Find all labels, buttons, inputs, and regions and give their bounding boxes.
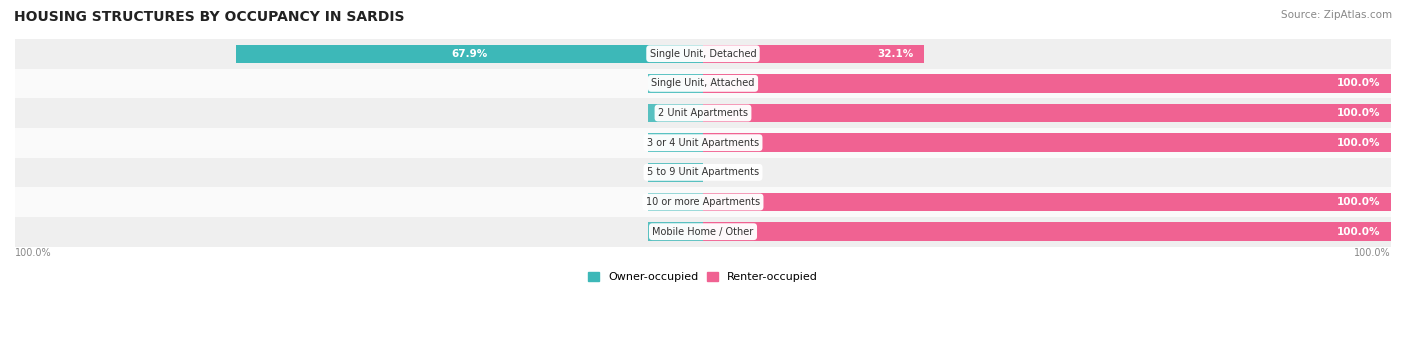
Bar [15, 217, 1391, 247]
Bar [648, 104, 703, 122]
Text: 0.0%: 0.0% [668, 138, 693, 148]
Bar [648, 74, 703, 92]
Text: Source: ZipAtlas.com: Source: ZipAtlas.com [1281, 10, 1392, 20]
Text: 100.0%: 100.0% [1354, 248, 1391, 258]
Bar [703, 104, 1391, 122]
Bar [703, 133, 1391, 152]
Text: 100.0%: 100.0% [15, 248, 52, 258]
Text: 100.0%: 100.0% [1337, 138, 1381, 148]
Bar [648, 222, 703, 241]
Text: HOUSING STRUCTURES BY OCCUPANCY IN SARDIS: HOUSING STRUCTURES BY OCCUPANCY IN SARDI… [14, 10, 405, 24]
Bar [648, 193, 703, 211]
Text: 0.0%: 0.0% [668, 167, 693, 177]
Bar [703, 74, 1391, 92]
Bar [236, 45, 703, 63]
Text: 100.0%: 100.0% [1337, 227, 1381, 237]
Text: 100.0%: 100.0% [1337, 108, 1381, 118]
Text: 0.0%: 0.0% [668, 108, 693, 118]
Text: 0.0%: 0.0% [713, 167, 738, 177]
Text: 0.0%: 0.0% [668, 197, 693, 207]
Text: 10 or more Apartments: 10 or more Apartments [645, 197, 761, 207]
Bar [15, 187, 1391, 217]
Bar [15, 158, 1391, 187]
Text: 0.0%: 0.0% [668, 78, 693, 88]
Text: 2 Unit Apartments: 2 Unit Apartments [658, 108, 748, 118]
Text: 100.0%: 100.0% [1337, 197, 1381, 207]
Bar [15, 69, 1391, 98]
Bar [15, 98, 1391, 128]
Text: Single Unit, Detached: Single Unit, Detached [650, 49, 756, 59]
Text: 67.9%: 67.9% [451, 49, 488, 59]
Text: Mobile Home / Other: Mobile Home / Other [652, 227, 754, 237]
Bar [648, 133, 703, 152]
Bar [15, 128, 1391, 158]
Text: 5 to 9 Unit Apartments: 5 to 9 Unit Apartments [647, 167, 759, 177]
Text: 3 or 4 Unit Apartments: 3 or 4 Unit Apartments [647, 138, 759, 148]
Bar [703, 222, 1391, 241]
Bar [648, 163, 703, 181]
Bar [703, 45, 924, 63]
Text: 32.1%: 32.1% [877, 49, 914, 59]
Bar [703, 193, 1391, 211]
Text: 0.0%: 0.0% [668, 227, 693, 237]
Text: 100.0%: 100.0% [1337, 78, 1381, 88]
Bar [15, 39, 1391, 69]
Text: Single Unit, Attached: Single Unit, Attached [651, 78, 755, 88]
Legend: Owner-occupied, Renter-occupied: Owner-occupied, Renter-occupied [583, 267, 823, 287]
